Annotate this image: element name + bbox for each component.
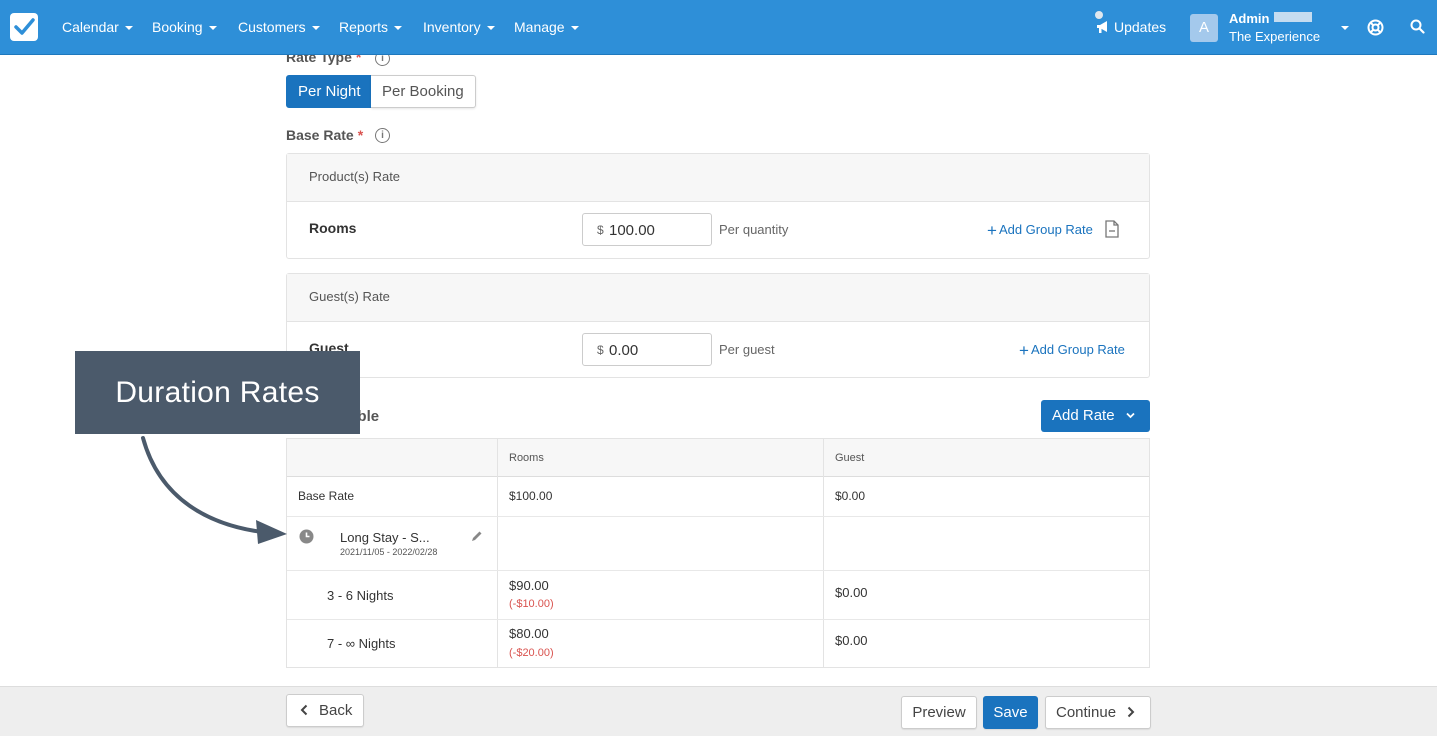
caret-down-icon (124, 26, 133, 31)
duration-row-guest-value: $0.00 (835, 585, 868, 600)
base-rate-info-icon[interactable]: i (375, 128, 390, 143)
rooms-rate-field[interactable]: $ (582, 213, 712, 246)
currency-symbol: $ (597, 223, 604, 237)
megaphone-icon (1097, 21, 1107, 33)
rooms-unit: Per quantity (719, 222, 789, 237)
document-icon[interactable] (1105, 220, 1119, 238)
search-icon[interactable] (1410, 19, 1425, 34)
nav-manage[interactable]: Manage (514, 19, 579, 35)
duration-row-rooms-value: $80.00 (509, 626, 549, 641)
clock-icon (299, 529, 314, 544)
duration-row-guest-value: $0.00 (835, 633, 868, 648)
updates-button[interactable]: Updates (1096, 19, 1166, 35)
rate-type-per-night[interactable]: Per Night (286, 75, 373, 108)
user-menu-caret-icon[interactable] (1341, 26, 1349, 30)
pricing-table-header: Rooms Guest (287, 439, 1149, 477)
caret-down-icon (311, 26, 320, 31)
save-button[interactable]: Save (983, 696, 1038, 729)
rooms-rate-input[interactable] (609, 220, 705, 240)
caret-down-icon (486, 26, 495, 31)
caret-down-icon (570, 26, 579, 31)
nav-inventory[interactable]: Inventory (423, 19, 495, 35)
avatar[interactable]: A (1190, 14, 1218, 42)
duration-rates-callout: Duration Rates (75, 351, 360, 434)
nav-reports[interactable]: Reports (339, 19, 403, 35)
plus-icon: + (1019, 341, 1029, 360)
base-rate-rooms-value: $100.00 (509, 489, 553, 503)
caret-down-icon (208, 26, 217, 31)
duration-row-rooms-value: $90.00 (509, 578, 549, 593)
plus-icon: + (987, 221, 997, 240)
annotation-arrow-icon (141, 436, 287, 544)
duration-row-label: 7 - ∞ Nights (327, 636, 396, 651)
chevron-down-icon (1126, 412, 1135, 419)
nav-calendar[interactable]: Calendar (62, 19, 133, 35)
guest-rate-panel: Guest(s) Rate Guest $ Per guest +Add Gro… (286, 273, 1150, 378)
add-rate-button[interactable]: Add Rate (1041, 400, 1150, 432)
guest-unit: Per guest (719, 342, 775, 357)
notification-dot (1095, 11, 1103, 19)
nav-customers[interactable]: Customers (238, 19, 320, 35)
user-name[interactable]: Admin (1229, 11, 1270, 26)
app-logo-icon[interactable] (10, 13, 38, 41)
rooms-label: Rooms (309, 220, 357, 236)
guest-rate-input[interactable] (609, 340, 705, 360)
product-rate-heading: Product(s) Rate (287, 154, 1149, 202)
duration-row-label: 3 - 6 Nights (327, 588, 394, 603)
nav-booking[interactable]: Booking (152, 19, 217, 35)
base-rate-guest-value: $0.00 (835, 489, 866, 503)
duration-row-rooms-diff: (-$10.00) (509, 598, 554, 610)
chevron-left-icon (300, 704, 308, 716)
product-rate-panel: Product(s) Rate Rooms $ Per quantity +Ad… (286, 153, 1150, 259)
column-header-rooms: Rooms (509, 452, 544, 464)
guest-rate-field[interactable]: $ (582, 333, 712, 366)
guest-rate-heading: Guest(s) Rate (287, 274, 1149, 322)
rate-type-per-booking[interactable]: Per Booking (371, 75, 476, 108)
column-header-guest: Guest (835, 452, 865, 464)
duration-row-rooms-diff: (-$20.00) (509, 647, 554, 659)
caret-down-icon (394, 26, 403, 31)
back-button[interactable]: Back (286, 694, 364, 727)
base-rate-label: Base Rate * (286, 127, 364, 143)
base-rate-row-label: Base Rate (298, 489, 355, 503)
preview-button[interactable]: Preview (901, 696, 977, 729)
guest-add-group-rate-link[interactable]: + Add Group Rate (1019, 341, 1125, 360)
redacted-name (1274, 12, 1312, 22)
continue-button[interactable]: Continue (1045, 696, 1151, 729)
chevron-right-icon (1127, 706, 1135, 718)
rooms-add-group-rate-link[interactable]: + Add Group Rate (987, 221, 1093, 240)
duration-group-dates: 2021/11/05 - 2022/02/28 (340, 547, 438, 557)
currency-symbol: $ (597, 343, 604, 357)
user-organization[interactable]: The Experience (1229, 29, 1321, 44)
pricing-table: Rooms Guest Base Rate $100.00 $0.00 Long… (286, 438, 1150, 668)
pencil-edit-icon[interactable] (471, 530, 483, 542)
lifebuoy-help-icon[interactable] (1367, 19, 1384, 36)
duration-group-name[interactable]: Long Stay - S... (340, 530, 430, 545)
top-navbar: Calendar Booking Customers Reports Inven… (0, 0, 1437, 55)
footer-bar: Back Preview Save Continue (0, 686, 1437, 736)
